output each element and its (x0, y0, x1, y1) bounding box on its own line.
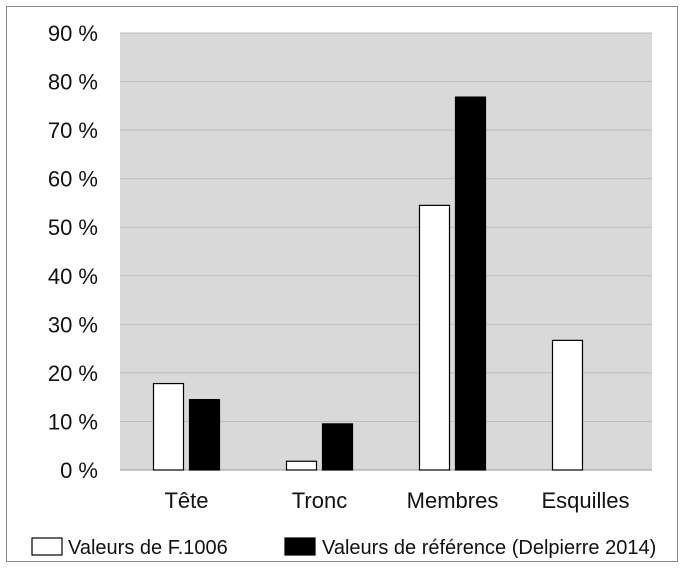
legend-label: Valeurs de référence (Delpierre 2014) (322, 537, 656, 559)
bar-esquilles-series-1 (551, 339, 584, 471)
legend-swatch (31, 537, 63, 556)
y-tick-label: 90 % (48, 21, 98, 46)
bar-tronc-series-2 (321, 423, 354, 471)
legend-swatch (284, 537, 316, 556)
category-label: Esquilles (541, 488, 629, 513)
x-axis-category-labels: Tête Tronc Membres Esquilles (164, 488, 629, 513)
y-tick-label: 10 % (48, 409, 98, 434)
bar-tête-series-1 (152, 382, 185, 471)
category-label: Tête (164, 488, 208, 513)
y-axis-tick-labels: 0 % 10 % 20 % 30 % 40 % 50 % 60 % 70 % 80 % 90 % (48, 21, 98, 483)
legend: Valeurs de F.1006 Valeurs de référence (D… (31, 537, 656, 559)
y-tick-label: 70 % (48, 118, 98, 143)
y-tick-label: 30 % (48, 312, 98, 337)
legend-label: Valeurs de F.1006 (68, 537, 228, 559)
bar-tête-series-2 (188, 398, 221, 471)
bar-membres-series-1 (418, 204, 451, 471)
y-tick-label: 0 % (60, 458, 98, 483)
y-tick-label: 50 % (48, 215, 98, 240)
y-tick-label: 80 % (48, 70, 98, 95)
category-label: Tronc (292, 488, 347, 513)
bar-membres-series-2 (454, 96, 487, 471)
bars (152, 96, 584, 471)
y-tick-label: 40 % (48, 264, 98, 289)
y-tick-label: 20 % (48, 361, 98, 386)
y-tick-label: 60 % (48, 167, 98, 192)
bar-tronc-series-1 (285, 460, 318, 471)
category-label: Membres (407, 488, 499, 513)
